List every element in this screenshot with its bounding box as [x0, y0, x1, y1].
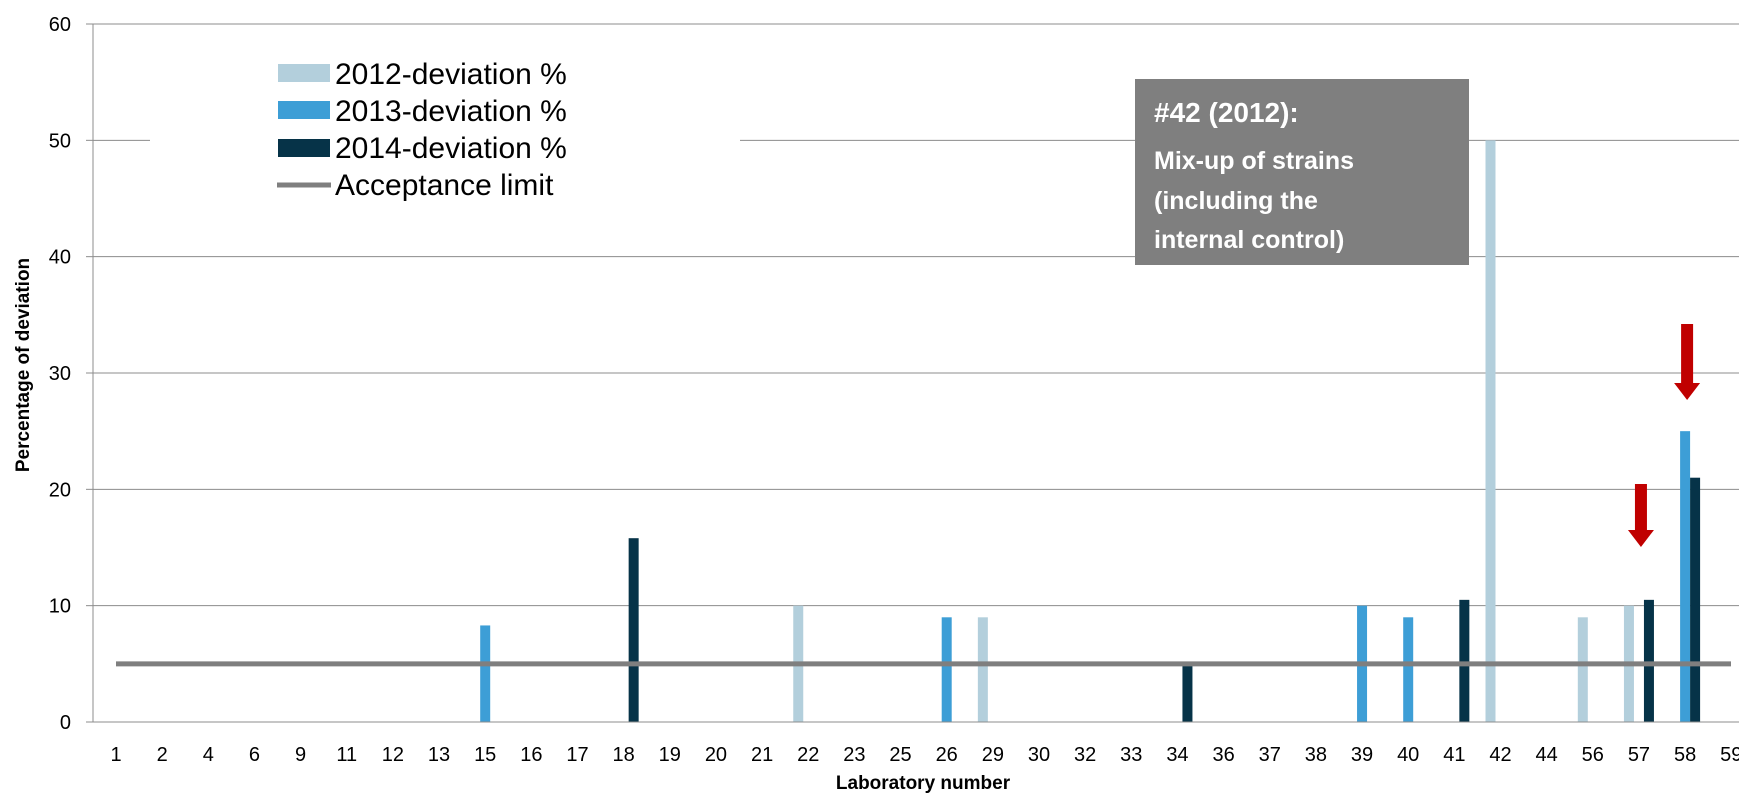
x-tick-label-6: 6: [249, 744, 260, 766]
legend-swatch-2013: [278, 101, 330, 119]
arrow-marker-57: [1627, 484, 1654, 547]
x-tick-label-13: 13: [428, 744, 450, 766]
legend-swatch-2014: [278, 139, 330, 157]
x-tick-label-37: 37: [1259, 744, 1281, 766]
legend-label-acceptance: Acceptance limit: [335, 169, 554, 202]
x-tick-label-21: 21: [751, 744, 773, 766]
arrow-head-57: [1627, 530, 1654, 547]
annotation-line-2: (including the: [1154, 187, 1318, 215]
arrow-markers: [1627, 324, 1701, 547]
annotation-line-1: Mix-up of strains: [1154, 147, 1354, 175]
x-tick-label-12: 12: [382, 744, 404, 766]
arrow-shaft-57: [1634, 484, 1647, 531]
x-tick-label-17: 17: [566, 744, 588, 766]
x-tick-label-19: 19: [659, 744, 681, 766]
bars: [480, 140, 1701, 723]
x-tick-label-16: 16: [520, 744, 542, 766]
x-tick-label-26: 26: [936, 744, 958, 766]
y-axis: 0 10 20 30 40 50 60: [49, 14, 94, 734]
x-tick-label-9: 9: [295, 744, 306, 766]
y-tick-label-30: 30: [49, 363, 71, 385]
x-tick-label-59: 59: [1720, 744, 1739, 766]
bar-2014-lab-34: [1182, 663, 1193, 722]
x-tick-label-44: 44: [1536, 744, 1558, 766]
x-tick-label-40: 40: [1397, 744, 1419, 766]
x-tick-label-36: 36: [1212, 744, 1234, 766]
bar-2012-lab-29: [977, 617, 988, 722]
legend-label-2012: 2012-deviation %: [335, 58, 567, 91]
annotation-line-3: internal control): [1154, 226, 1344, 254]
x-tick-label-38: 38: [1305, 744, 1327, 766]
x-tick-label-39: 39: [1351, 744, 1373, 766]
x-tick-label-58: 58: [1674, 744, 1696, 766]
x-tick-label-41: 41: [1443, 744, 1465, 766]
annotation-title: #42 (2012):: [1154, 97, 1299, 128]
x-tick-label-34: 34: [1166, 744, 1188, 766]
x-tick-label-30: 30: [1028, 744, 1050, 766]
x-tick-label-1: 1: [110, 744, 121, 766]
y-tick-label-20: 20: [49, 479, 71, 501]
legend-background: [150, 50, 740, 210]
y-axis-title: Percentage of deviation: [13, 258, 34, 472]
bar-2014-lab-57: [1643, 599, 1654, 722]
legend-label-2013: 2013-deviation %: [335, 95, 567, 128]
arrow-marker-58: [1674, 324, 1701, 400]
x-tick-label-57: 57: [1628, 744, 1650, 766]
y-tick-label-0: 0: [60, 712, 71, 734]
x-tick-label-42: 42: [1489, 744, 1511, 766]
x-tick-label-23: 23: [843, 744, 865, 766]
x-tick-label-32: 32: [1074, 744, 1096, 766]
x-tick-label-33: 33: [1120, 744, 1142, 766]
y-tick-label-40: 40: [49, 247, 71, 269]
annotation-background: [1135, 79, 1469, 265]
annotation-box: #42 (2012): Mix-up of strains (including…: [1135, 79, 1469, 265]
x-tick-label-15: 15: [474, 744, 496, 766]
arrow-shaft-58: [1681, 324, 1694, 384]
bar-2013-lab-58: [1680, 431, 1691, 722]
bar-2013-lab-40: [1403, 617, 1414, 722]
bar-2013-lab-26: [941, 617, 952, 722]
x-tick-label-22: 22: [797, 744, 819, 766]
bar-2014-lab-41: [1459, 599, 1470, 722]
x-tick-label-25: 25: [889, 744, 911, 766]
x-tick-label-56: 56: [1582, 744, 1604, 766]
bar-2014-lab-58: [1690, 477, 1701, 722]
x-tick-label-18: 18: [613, 744, 635, 766]
bar-2014-lab-18: [628, 538, 639, 722]
y-tick-label-10: 10: [49, 596, 71, 618]
legend-swatch-2012: [278, 64, 330, 82]
x-axis: 1 2 4 6 9 11 12 13 15 16 17 18 19 20 21 22 23 25 26 29 30 32 3…: [93, 721, 1739, 766]
x-tick-label-4: 4: [203, 744, 214, 766]
arrow-head-58: [1674, 383, 1701, 400]
legend-label-2014: 2014-deviation %: [335, 132, 567, 165]
legend: 2012-deviation % 2013-deviation % 2014-d…: [150, 50, 740, 210]
bar-2012-lab-42: [1485, 140, 1496, 723]
x-tick-label-29: 29: [982, 744, 1004, 766]
y-tick-label-60: 60: [49, 14, 71, 36]
x-tick-label-11: 11: [336, 744, 357, 766]
x-tick-label-2: 2: [157, 744, 168, 766]
x-tick-label-20: 20: [705, 744, 727, 766]
y-tick-label-50: 50: [49, 130, 71, 152]
x-axis-title: Laboratory number: [836, 773, 1011, 793]
bar-2013-lab-15: [480, 625, 491, 722]
bar-2012-lab-56: [1577, 617, 1588, 722]
